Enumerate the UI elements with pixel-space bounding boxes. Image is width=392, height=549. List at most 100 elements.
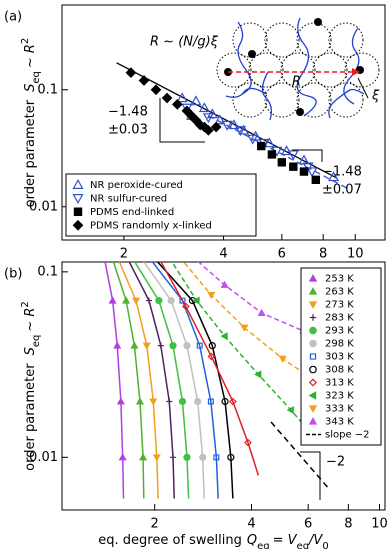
label-symbol: S [23, 347, 38, 355]
marker [171, 99, 183, 110]
blob [216, 52, 252, 88]
marker [196, 342, 203, 349]
chain [343, 27, 360, 105]
curve [128, 262, 175, 499]
marker [257, 141, 266, 151]
marker [176, 92, 188, 103]
marker [125, 67, 137, 79]
curve [143, 262, 205, 499]
marker [192, 296, 200, 305]
slope-label: −2 [326, 455, 345, 470]
legend-marker [309, 314, 317, 321]
x-tick-label: 2 [120, 247, 128, 262]
legend-marker [309, 353, 317, 360]
legend-label: 298 K [325, 339, 354, 350]
marker [152, 454, 161, 462]
marker [208, 342, 216, 350]
marker [220, 280, 229, 288]
marker [183, 342, 191, 350]
inset: Rξ R ∼ (N/g)ξ [150, 17, 380, 121]
marker [199, 453, 207, 461]
slope-annotation: −1.48 [322, 165, 362, 180]
label-sub: eq [257, 541, 270, 549]
marker [198, 102, 210, 113]
label-sub: eq [31, 335, 42, 348]
slope-bracket [159, 98, 205, 143]
y-tick-label: 0.1 [37, 264, 58, 279]
x-tick-label: 10 [371, 517, 388, 532]
y-tick-label: 0.01 [29, 199, 58, 214]
marker [167, 297, 175, 305]
chain [328, 88, 365, 119]
legend-marker [309, 365, 317, 374]
marker [286, 405, 294, 414]
legend-label: 308 K [325, 365, 354, 376]
label-symbol: S [23, 84, 38, 92]
fit-line [208, 115, 349, 190]
blob [280, 52, 316, 88]
blob [264, 82, 300, 118]
mesh-label: ξ [371, 89, 380, 104]
panel-label: (a) [4, 10, 22, 25]
blob [344, 52, 380, 88]
x-tick-label: 6 [304, 517, 312, 532]
marker [135, 397, 144, 405]
marker [289, 162, 298, 171]
marker [118, 453, 127, 461]
marker [183, 453, 191, 461]
legend-label: 273 K [325, 300, 354, 311]
blob [264, 22, 300, 58]
blob [328, 82, 364, 118]
label-text: eq. degree of swelling [98, 533, 242, 548]
marker [213, 454, 220, 461]
chain [261, 71, 272, 121]
marker [166, 398, 173, 405]
marker [254, 370, 262, 379]
marker [210, 121, 222, 133]
legend-marker [308, 391, 317, 400]
legend-label: PDMS end-linked [90, 207, 174, 218]
marker [149, 398, 158, 406]
legend-marker [73, 207, 83, 216]
legend-marker [309, 326, 317, 335]
legend-marker [308, 378, 318, 387]
marker [178, 397, 187, 406]
label-relation: = V [273, 533, 298, 548]
legend-marker [308, 405, 318, 413]
label-symbol: Q [247, 533, 257, 548]
x-axis-label: eq. degree of swelling Qeq = Veq/V0 [98, 533, 328, 549]
marker [302, 162, 314, 173]
legend-label: 293 K [325, 326, 354, 337]
legend-box [300, 267, 382, 446]
slope-annotation: ±0.03 [108, 123, 148, 138]
slope-annotation: −1.48 [108, 105, 148, 120]
marker [157, 342, 164, 349]
marker [130, 341, 139, 349]
marker [207, 292, 216, 300]
marker [228, 119, 240, 130]
plot-area [104, 262, 380, 499]
label-sub: 0 [322, 541, 328, 549]
blob [232, 22, 268, 58]
marker [240, 324, 249, 332]
marker [170, 454, 177, 461]
legend-label: 283 K [325, 313, 354, 324]
legend-label: 333 K [325, 404, 354, 415]
marker [145, 297, 152, 304]
marker [116, 397, 125, 405]
marker [328, 171, 340, 182]
marker [207, 352, 216, 361]
x-tick-label: 4 [219, 247, 227, 262]
blob [296, 82, 332, 118]
arrow-head [352, 68, 360, 76]
legend-marker [308, 274, 318, 282]
fit-line [116, 62, 338, 179]
chain [296, 17, 317, 117]
blob [296, 22, 332, 58]
label-text: order parameter [23, 99, 38, 207]
y-tick-label: 0.01 [29, 450, 58, 465]
crosslink [248, 50, 256, 58]
slope-triangle [300, 451, 321, 500]
legend-label: NR peroxide-cured [90, 180, 183, 191]
legend-label: 303 K [325, 352, 354, 363]
